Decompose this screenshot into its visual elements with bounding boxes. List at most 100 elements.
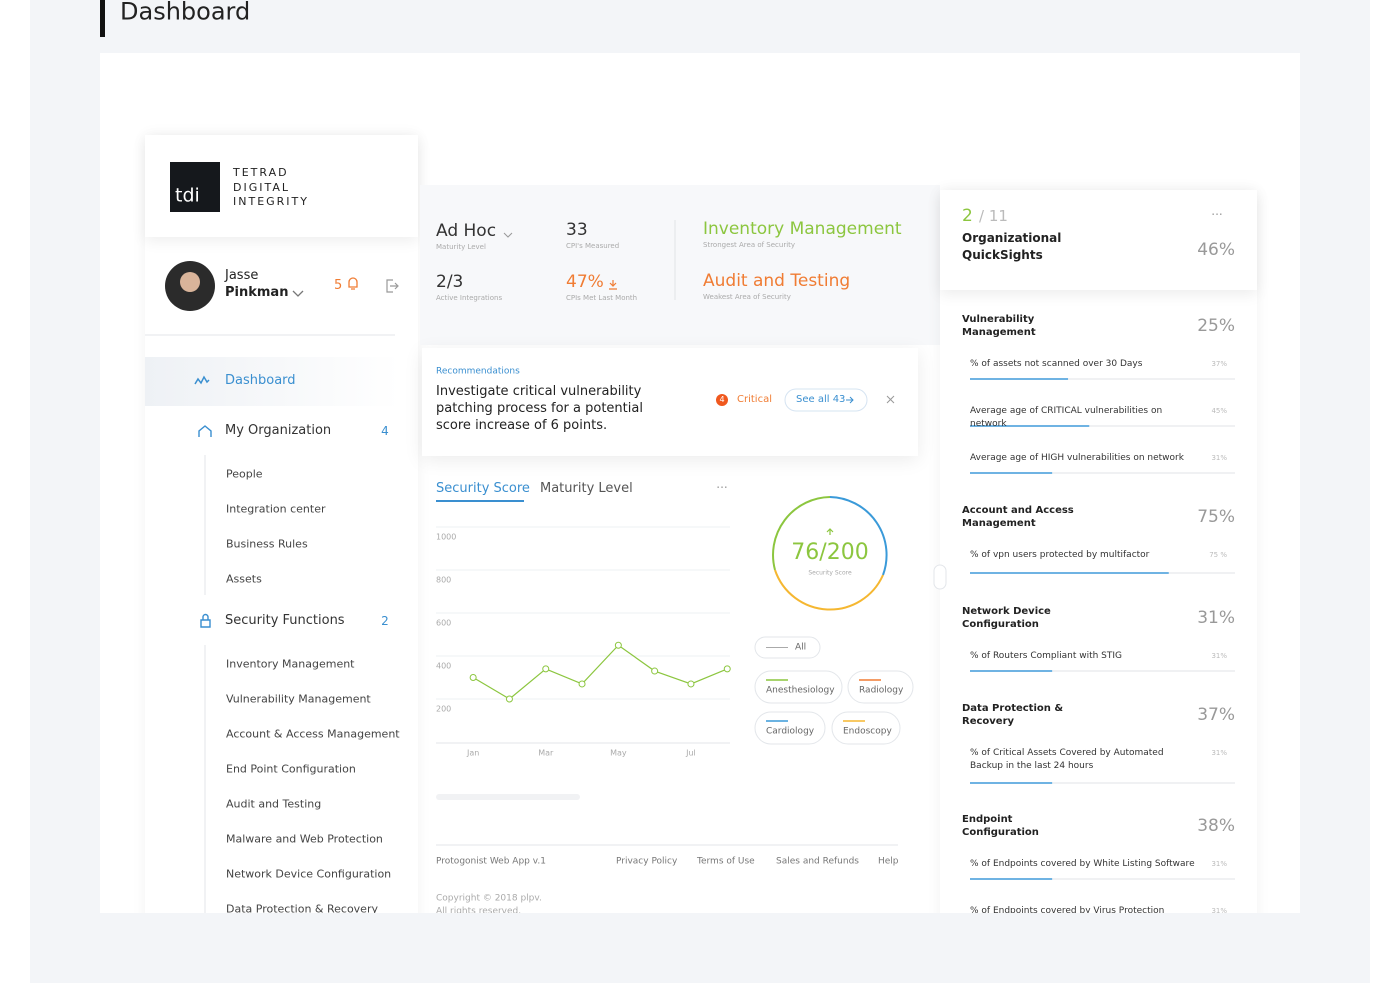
item-label: % of Routers Compliant with STIG — [970, 651, 1122, 661]
quicksight-value: 46% — [1197, 239, 1235, 260]
avatar-face — [180, 272, 200, 292]
filter-chip[interactable] — [754, 711, 826, 745]
close-icon[interactable] — [886, 395, 895, 404]
filter-chip[interactable] — [847, 670, 914, 704]
nav-subitem[interactable]: Audit and Testing — [226, 797, 322, 811]
y-tick-label: 1000 — [436, 533, 456, 542]
item-label: Average age of CRITICAL vulnerabilities … — [970, 406, 1163, 429]
chevron — [292, 290, 304, 297]
y-tick-label: 600 — [436, 619, 451, 628]
more-icon[interactable]: ··· — [1211, 208, 1222, 222]
arrow — [846, 396, 854, 404]
item-value: 37% — [1211, 359, 1227, 368]
see-all-button[interactable] — [784, 388, 868, 412]
nav-subitem[interactable]: Data Protection & Recovery — [226, 902, 378, 913]
see-all-link[interactable]: See all 43 — [796, 394, 846, 405]
nav-subitem[interactable]: Malware and Web Protection — [226, 832, 383, 846]
line — [472, 644, 728, 700]
item-value: 31% — [1211, 453, 1227, 462]
area-value: Inventory Management — [703, 218, 902, 239]
filter-chip[interactable] — [831, 711, 901, 745]
filter-chip[interactable] — [754, 670, 843, 704]
ring-arc — [772, 496, 831, 571]
nav-subitem[interactable]: End Point Configuration — [226, 762, 356, 776]
footer-link[interactable]: Sales and Refunds — [776, 856, 859, 867]
page-title: Dashboard — [120, 0, 251, 26]
stat-label: CPI's Measured — [566, 241, 620, 250]
footer-link[interactable]: Privacy Policy — [616, 856, 678, 867]
scrollbar[interactable] — [436, 794, 580, 800]
nav-item[interactable]: Security Functions — [225, 613, 345, 629]
item-value: 31% — [1211, 748, 1227, 757]
ring-arc — [774, 569, 884, 611]
notification-count[interactable]: 5 — [334, 278, 343, 294]
quicksight-total: / 11 — [979, 207, 1008, 225]
chevron — [503, 232, 513, 238]
recommendation-card — [422, 348, 918, 456]
section-title: Data Protection & Recovery — [962, 703, 1064, 727]
point — [614, 641, 622, 649]
more-icon[interactable]: ··· — [716, 481, 727, 495]
section-title: Account and Access Management — [962, 505, 1074, 529]
nav-subitem[interactable]: Network Device Configuration — [226, 867, 392, 881]
point — [687, 680, 695, 688]
nav-subitem[interactable]: Account & Access Management — [226, 727, 400, 741]
nav-count: 2 — [381, 613, 389, 628]
recommendation-label: Recommendations — [436, 366, 520, 377]
nav-subitem[interactable]: Business Rules — [226, 537, 308, 551]
section-value: 75% — [1197, 506, 1235, 527]
lock-icon — [200, 613, 211, 628]
point — [578, 680, 586, 688]
filter-label[interactable]: Endoscopy — [843, 726, 892, 737]
nav-subitem[interactable]: Assets — [226, 572, 262, 586]
logo — [170, 162, 220, 212]
user-last-name: Pinkman — [225, 285, 289, 301]
nav-item[interactable]: My Organization — [225, 423, 332, 439]
recommendation-text: Investigate critical vulnerability patch… — [436, 384, 643, 433]
nav-subitem[interactable]: Vulnerability Management — [226, 692, 371, 706]
panel-handle[interactable] — [933, 564, 947, 590]
stat-value: 33 — [566, 219, 588, 240]
app: ··· ··· 200 400 600 800 1000 Jan Mar May Jul tdi… — [100, 53, 1300, 913]
stat-label: Active Integrations — [436, 293, 503, 302]
item-label: % of assets not scanned over 30 Days — [970, 359, 1143, 369]
footer-link[interactable]: Terms of Use — [697, 856, 755, 867]
logout-icon — [386, 279, 399, 293]
footer-link[interactable]: Help — [878, 856, 899, 867]
filter-label[interactable]: Radiology — [859, 685, 904, 696]
nav-subitem[interactable]: People — [226, 467, 263, 481]
area-label: Weakest Area of Security — [703, 292, 791, 301]
graphics: ··· ··· 200 400 600 800 1000 Jan Mar May Jul — [145, 208, 1235, 913]
area-label: Strongest Area of Security — [703, 240, 796, 249]
bell-icon — [348, 277, 358, 290]
stat-value: Ad Hoc — [436, 220, 497, 241]
y-tick-label: 400 — [436, 662, 451, 671]
nav-active — [145, 357, 400, 406]
brand-name: TETRAD DIGITAL INTEGRITY — [233, 166, 309, 208]
critical-count: 4 — [719, 395, 725, 405]
y-tick-label: 200 — [436, 705, 451, 714]
point — [469, 674, 477, 681]
stat-value: 2/3 — [436, 271, 464, 292]
nav-item[interactable]: Dashboard — [225, 373, 296, 389]
nav-subitem[interactable]: Inventory Management — [226, 657, 355, 671]
area-value: Audit and Testing — [703, 270, 851, 291]
section-value: 25% — [1197, 315, 1235, 336]
item-value: 31% — [1211, 859, 1227, 868]
item-label: % of Endpoints covered by White Listing … — [970, 859, 1195, 869]
quicksight-index: 2 — [962, 205, 973, 226]
filter-label[interactable]: All — [795, 642, 807, 653]
rights: All rights reserved. — [436, 906, 522, 913]
stats-panel — [420, 185, 940, 345]
quicksights-header — [940, 190, 1257, 290]
card: ··· ··· 200 400 600 800 1000 Jan Mar May Jul tdi… — [100, 53, 1300, 913]
nav-subitem[interactable]: Integration center — [226, 502, 326, 516]
item-value: 31% — [1211, 651, 1227, 660]
tab[interactable]: Maturity Level — [540, 481, 633, 497]
filter-label[interactable]: Cardiology — [766, 726, 815, 737]
x-tick-label: Jan — [466, 749, 479, 758]
filter-label[interactable]: Anesthesiology — [766, 685, 835, 696]
x-tick-label: Mar — [538, 749, 554, 758]
item-value: 31% — [1211, 906, 1227, 913]
tab[interactable]: Security Score — [436, 481, 530, 497]
